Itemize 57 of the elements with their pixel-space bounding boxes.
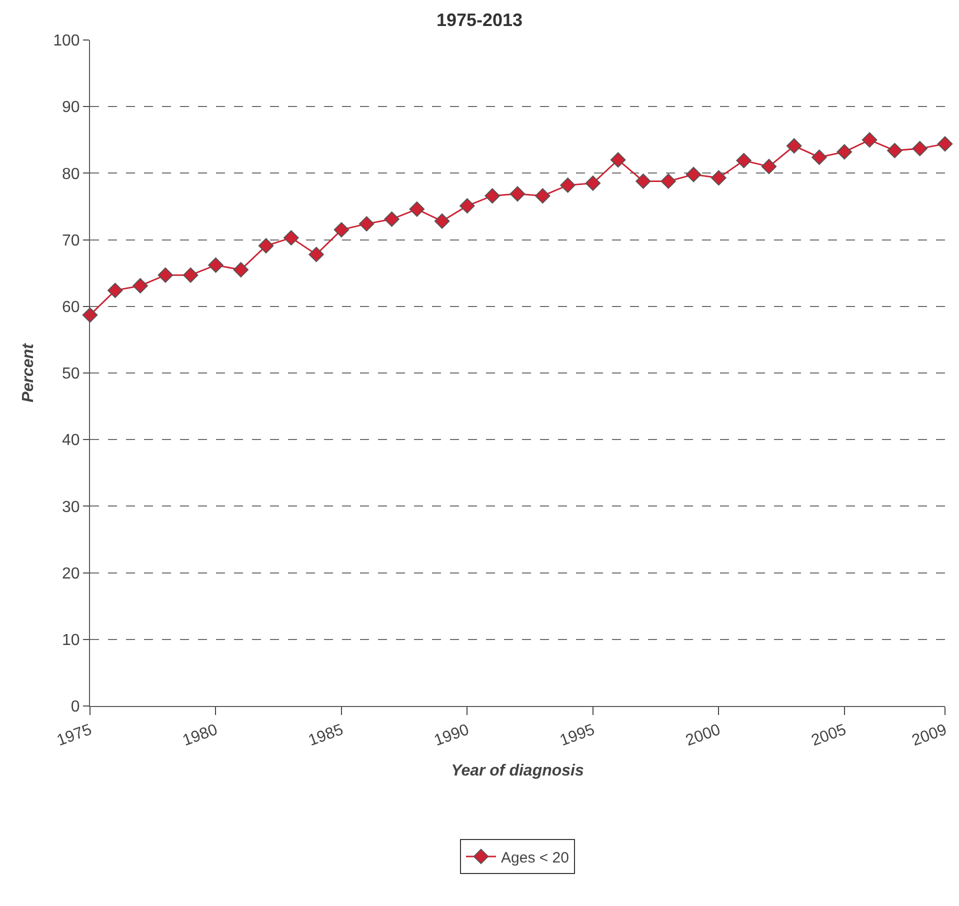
point [284,230,299,246]
x-tick-label: 1985 [306,721,346,750]
point [484,188,500,204]
point [937,136,953,152]
point [610,152,626,168]
point [836,144,852,160]
point [862,132,878,148]
point [460,198,475,214]
x-tick-label: 1995 [558,721,598,750]
point [358,216,374,232]
point [132,278,148,294]
y-tick-label: 70 [62,232,80,250]
y-tick-label: 20 [62,565,80,582]
point [409,202,425,217]
point [585,176,601,191]
point [308,246,324,262]
x-tick-label: 1990 [432,721,472,750]
point [711,170,726,186]
point [887,142,902,158]
point [108,282,123,298]
x-tick-label: 1975 [54,721,94,750]
point [384,212,400,227]
point [560,178,576,193]
x-tick-label: 2000 [684,721,723,750]
x-tick-label: 2005 [809,721,849,750]
x-tick-label: 2009 [910,721,950,750]
y-tick-label: 100 [53,32,80,50]
point [535,188,550,204]
y-tick-label: 30 [62,498,80,516]
point [510,186,526,202]
y-tick-label: 40 [62,432,80,450]
point [812,150,827,165]
x-tick-label: 1980 [180,721,220,750]
point [233,262,249,278]
x-axis-title: Year of diagnosis [451,762,584,780]
point [182,267,198,283]
legend-label: Ages < 20 [501,849,569,866]
point [761,158,777,174]
y-tick-label: 50 [62,366,80,383]
point [736,152,752,168]
point [208,257,224,273]
y-tick-label: 0 [70,698,80,716]
point [258,238,274,254]
point [434,214,450,229]
point [912,140,928,156]
point [334,222,350,238]
point [158,267,174,283]
y-tick-label: 90 [62,99,80,116]
chart-title: 1975-2013 [436,10,523,30]
y-tick-label: 80 [62,166,80,183]
point [786,138,802,154]
point [686,166,702,182]
y-tick-label: 60 [62,299,80,316]
point [660,174,676,189]
point [636,174,651,189]
y-axis-title: Percent [20,342,37,402]
y-tick-label: 10 [62,632,80,649]
